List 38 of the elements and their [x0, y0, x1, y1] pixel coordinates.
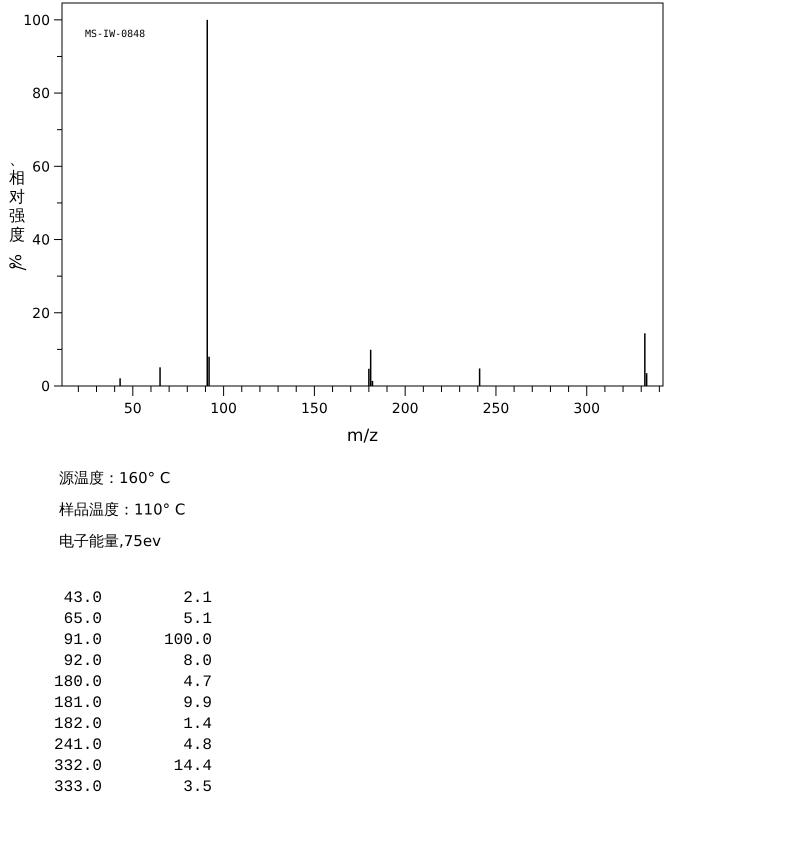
- text: 9.9: [183, 694, 212, 712]
- y-tick-label: 100: [23, 12, 50, 29]
- y-tick-label: 60: [32, 159, 50, 176]
- text: 92.0: [64, 652, 102, 670]
- text: 样品温度：110° C: [59, 500, 186, 518]
- text: 2.1: [183, 589, 212, 607]
- text: 5.1: [183, 610, 212, 628]
- text: 3.5: [183, 778, 212, 796]
- text: 14.4: [174, 757, 212, 775]
- x-tick-label: 200: [392, 401, 419, 417]
- x-tick-label: 150: [301, 401, 328, 417]
- text: 100.0: [164, 631, 212, 649]
- x-tick-label: 300: [573, 401, 600, 417]
- y-tick-label: 40: [32, 232, 50, 249]
- text: 181.0: [54, 694, 102, 712]
- text: 4.8: [183, 736, 212, 754]
- x-tick-label: 50: [124, 401, 142, 417]
- annotation: MS-IW-0848: [85, 29, 146, 40]
- text: 333.0: [54, 778, 102, 796]
- text: 65.0: [64, 610, 102, 628]
- x-tick-label: 250: [482, 401, 510, 417]
- text: 8.0: [183, 652, 212, 670]
- x-tick-label: 100: [210, 401, 237, 417]
- y-tick-label: 0: [41, 379, 50, 395]
- text: 180.0: [54, 673, 102, 691]
- text: 182.0: [54, 715, 102, 733]
- text: 43.0: [64, 589, 102, 607]
- x-axis-title: m/z: [346, 426, 378, 446]
- text: 源温度：160° C: [59, 469, 170, 487]
- text: 1.4: [183, 715, 212, 733]
- y-tick-label: 20: [32, 306, 50, 322]
- text: 电子能量,75ev: [59, 532, 162, 550]
- text: 4.7: [183, 673, 212, 691]
- y-axis-title: 、相对强度%/: [5, 149, 30, 271]
- text: 91.0: [64, 631, 102, 649]
- y-tick-label: 80: [32, 86, 50, 102]
- text: 241.0: [54, 736, 102, 754]
- text: 332.0: [54, 757, 102, 775]
